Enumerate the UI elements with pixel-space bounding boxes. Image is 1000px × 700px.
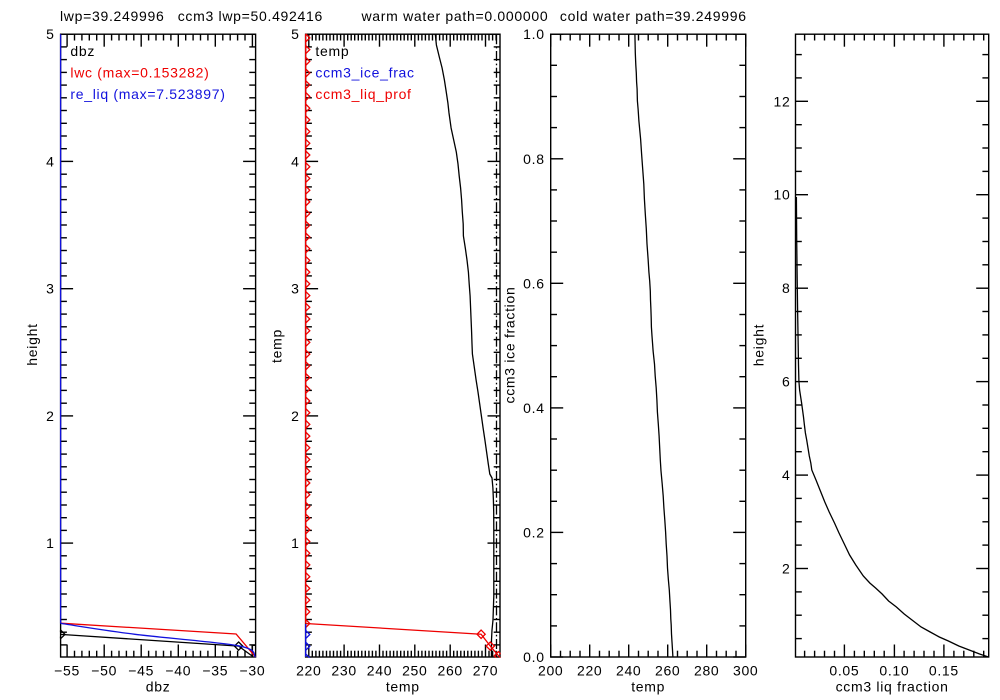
- svg-text:6: 6: [782, 374, 791, 390]
- svg-text:2: 2: [46, 408, 55, 424]
- svg-text:−30: −30: [239, 663, 265, 679]
- svg-text:0.2: 0.2: [523, 524, 545, 540]
- svg-text:height: height: [751, 324, 767, 366]
- svg-text:ccm3 liq fraction: ccm3 liq fraction: [836, 679, 949, 695]
- svg-text:temp: temp: [631, 679, 665, 695]
- svg-text:0.6: 0.6: [523, 275, 545, 291]
- svg-text:2: 2: [782, 561, 791, 577]
- svg-text:1.0: 1.0: [523, 26, 545, 42]
- svg-text:re_liq (max=7.523897): re_liq (max=7.523897): [70, 86, 225, 102]
- svg-text:200: 200: [538, 663, 563, 679]
- svg-text:0.15: 0.15: [929, 663, 959, 679]
- svg-text:250: 250: [402, 663, 427, 679]
- svg-text:−50: −50: [91, 663, 117, 679]
- svg-text:lwc (max=0.153282): lwc (max=0.153282): [70, 65, 209, 81]
- svg-text:3: 3: [291, 281, 300, 297]
- svg-text:0.8: 0.8: [523, 151, 545, 167]
- svg-text:10: 10: [774, 187, 791, 203]
- svg-text:5: 5: [46, 26, 55, 42]
- svg-text:260: 260: [437, 663, 462, 679]
- svg-text:300: 300: [733, 663, 758, 679]
- svg-text:dbz: dbz: [146, 679, 171, 695]
- svg-text:temp: temp: [386, 679, 420, 695]
- svg-text:1: 1: [46, 535, 55, 551]
- svg-text:dbz: dbz: [70, 43, 95, 59]
- svg-text:4: 4: [782, 467, 791, 483]
- svg-text:ccm3 ice fraction: ccm3 ice fraction: [502, 287, 518, 404]
- svg-text:5: 5: [291, 26, 300, 42]
- svg-text:12: 12: [774, 93, 791, 109]
- svg-text:270: 270: [473, 663, 498, 679]
- svg-text:0.05: 0.05: [829, 663, 859, 679]
- svg-text:cold water path=39.249996: cold water path=39.249996: [560, 8, 747, 24]
- svg-text:4: 4: [291, 153, 300, 169]
- svg-text:lwp=39.249996: lwp=39.249996: [60, 8, 164, 24]
- svg-text:0.0: 0.0: [523, 649, 545, 665]
- svg-text:ccm3_liq_prof: ccm3_liq_prof: [315, 86, 411, 102]
- svg-text:240: 240: [616, 663, 641, 679]
- svg-text:3: 3: [46, 281, 55, 297]
- svg-text:260: 260: [655, 663, 680, 679]
- svg-text:ccm3 lwp=50.492416: ccm3 lwp=50.492416: [178, 8, 323, 24]
- svg-text:230: 230: [331, 663, 356, 679]
- svg-text:ccm3_ice_frac: ccm3_ice_frac: [315, 65, 414, 81]
- svg-text:0.10: 0.10: [879, 663, 909, 679]
- svg-text:−45: −45: [128, 663, 154, 679]
- svg-text:temp: temp: [315, 43, 349, 59]
- svg-text:280: 280: [694, 663, 719, 679]
- svg-text:1: 1: [291, 535, 300, 551]
- svg-text:temp: temp: [269, 329, 285, 363]
- svg-text:4: 4: [46, 153, 55, 169]
- svg-text:height: height: [24, 323, 40, 365]
- svg-text:8: 8: [782, 280, 791, 296]
- svg-text:0.4: 0.4: [523, 400, 545, 416]
- svg-text:2: 2: [291, 408, 300, 424]
- svg-text:−40: −40: [165, 663, 191, 679]
- svg-text:−35: −35: [202, 663, 228, 679]
- svg-text:240: 240: [367, 663, 392, 679]
- svg-text:warm water path=0.000000: warm water path=0.000000: [361, 8, 549, 24]
- svg-text:−55: −55: [54, 663, 80, 679]
- svg-text:220: 220: [577, 663, 602, 679]
- svg-text:220: 220: [296, 663, 321, 679]
